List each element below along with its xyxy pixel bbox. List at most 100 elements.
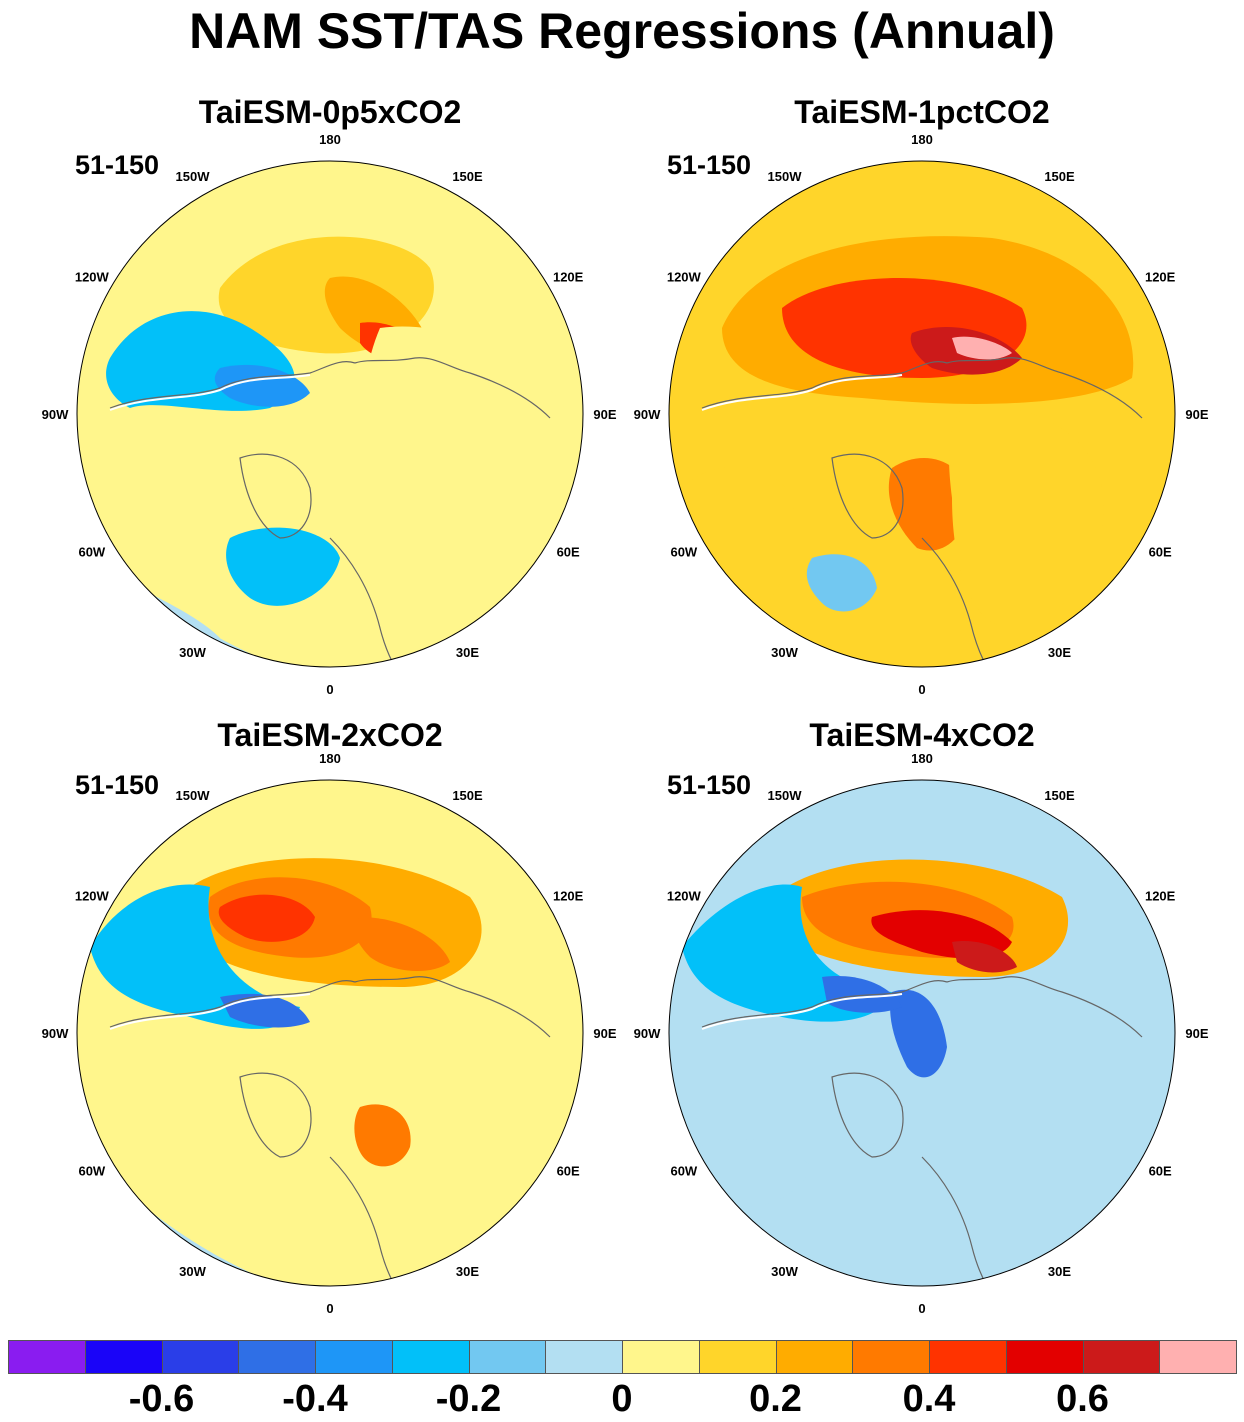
colorbar-box: [545, 1340, 623, 1374]
lon-label-90w: 90W: [42, 407, 69, 422]
map-boundary: [76, 779, 584, 1287]
lon-label-90w: 90W: [42, 1026, 69, 1041]
field-background: [669, 161, 1175, 667]
lon-label-120w: 120W: [75, 270, 110, 285]
contour-region: [360, 326, 578, 659]
lon-label-120e: 120E: [1145, 270, 1176, 285]
colorbar-box: [1159, 1340, 1237, 1374]
contour-region: [90, 884, 300, 1029]
polar-map: 180 150E 120E 90E 60E 30E 0 30W 60W 90W 120W 150W: [42, 132, 617, 697]
field-layer: [77, 780, 583, 1337]
lon-label-0: 0: [918, 1301, 925, 1316]
coast-highlight-line: [701, 993, 903, 1030]
lon-label-30w: 30W: [771, 645, 798, 660]
coastline-europe: [921, 537, 1043, 667]
colorbar-box: [852, 1340, 930, 1374]
lon-label-180: 180: [911, 751, 933, 766]
lon-label-60e: 60E: [1149, 1164, 1172, 1179]
coastline-europe: [921, 1156, 1043, 1286]
colorbar-box: [8, 1340, 86, 1374]
polar-map: 180 150E 120E 90E 60E 30E 0 30W 60W 90W 120W 150W: [42, 751, 617, 1316]
polar-map: 180 150E 120E 90E 60E 30E 0 30W 60W 90W 120W 150W: [634, 132, 1209, 697]
contour-region: [952, 941, 1017, 973]
map-boundary: [668, 779, 1176, 1287]
lon-label-0: 0: [326, 1301, 333, 1316]
lon-label-90w: 90W: [634, 1026, 661, 1041]
coastline-north-america: [109, 361, 356, 409]
colorbar-box: [391, 1340, 470, 1374]
coast-highlight: [109, 993, 311, 1030]
contour-region: [354, 917, 450, 972]
lon-label-90w: 90W: [634, 407, 661, 422]
field-layer: [77, 161, 583, 667]
contour-region: [218, 894, 315, 942]
coastline-greenland: [831, 453, 904, 539]
lon-label-150w: 150W: [768, 169, 803, 184]
coastlines: [701, 976, 1143, 1337]
lon-label-30e: 30E: [1048, 1264, 1071, 1279]
lon-label-180: 180: [911, 132, 933, 147]
lon-label-120w: 120W: [75, 889, 110, 904]
colorbar-box: [315, 1340, 393, 1374]
map-panel-2xco2: TaiESM-2xCO2 51-150 180 150E 120E 90E 60E 30E…: [42, 707, 690, 1327]
lon-label-150e: 150E: [452, 788, 483, 803]
panel-title: TaiESM-4xCO2: [809, 717, 1035, 753]
coastline-siberia: [946, 976, 1143, 1038]
lon-label-120e: 120E: [553, 889, 584, 904]
coastlines: [109, 976, 551, 1337]
coast-highlight-line: [109, 993, 311, 1030]
colorbar-box: [468, 1340, 547, 1374]
lon-label-150e: 150E: [452, 169, 483, 184]
coastline-siberia: [354, 357, 551, 419]
lon-label-150w: 150W: [176, 169, 211, 184]
field-layer: [669, 161, 1175, 667]
map-panel-4xco2: TaiESM-4xCO2 51-150 180 150E 120E 90E 60E 30E…: [634, 707, 1244, 1327]
map-boundary: [668, 160, 1176, 668]
lon-label-30w: 30W: [179, 645, 206, 660]
coastline-africa: [270, 1297, 410, 1337]
coastline-europe: [329, 537, 451, 667]
lon-label-150e: 150E: [1044, 788, 1075, 803]
lon-label-30w: 30W: [771, 1264, 798, 1279]
coastline-africa: [862, 1297, 1002, 1337]
colorbar-box: [1005, 1340, 1084, 1374]
lon-label-150w: 150W: [176, 788, 211, 803]
panel-title: TaiESM-1pctCO2: [794, 94, 1050, 130]
contour-region: [226, 527, 340, 606]
coastline-north-america: [109, 980, 356, 1028]
coastline-north-america: [701, 361, 948, 409]
field-layer: [669, 780, 1175, 1337]
coast-highlight: [701, 993, 903, 1030]
polar-map: 180 150E 120E 90E 60E 30E 0 30W 60W 90W 120W 150W: [634, 751, 1209, 1316]
map-panel-0p5xco2: TaiESM-0p5xCO2 51-150 180 150E 120E 90E 60E 3…: [42, 88, 690, 708]
coastline-greenland: [239, 1072, 312, 1158]
colorbar-box: [775, 1340, 854, 1374]
coastlines: [109, 357, 551, 667]
lon-label-120e: 120E: [553, 270, 584, 285]
coastline-europe: [329, 1156, 451, 1286]
colorbar-box: [622, 1340, 700, 1374]
contour-region: [354, 1104, 411, 1167]
lon-label-60w: 60W: [670, 545, 697, 560]
lon-label-60w: 60W: [670, 1164, 697, 1179]
coastline-north-america: [701, 980, 948, 1028]
colorbar-box: [84, 1340, 163, 1374]
panel-title: TaiESM-0p5xCO2: [198, 94, 462, 130]
lon-label-60w: 60W: [78, 545, 105, 560]
lon-label-120w: 120W: [667, 889, 702, 904]
period-label: 51-150: [667, 770, 752, 800]
coast-highlight: [701, 374, 903, 411]
contour-region: [952, 336, 1012, 360]
period-label: 51-150: [75, 150, 160, 180]
coast-highlight-line: [109, 374, 311, 411]
lon-label-90e: 90E: [1185, 407, 1208, 422]
colorbar-box: [698, 1340, 777, 1374]
lon-label-60w: 60W: [78, 1164, 105, 1179]
contour-region: [806, 554, 877, 612]
contour-region: [949, 406, 1104, 628]
lon-label-90e: 90E: [1185, 1026, 1208, 1041]
coastline-greenland: [239, 453, 312, 539]
lon-label-60e: 60E: [557, 545, 580, 560]
lon-label-180: 180: [319, 751, 341, 766]
coastline-siberia: [946, 357, 1143, 419]
